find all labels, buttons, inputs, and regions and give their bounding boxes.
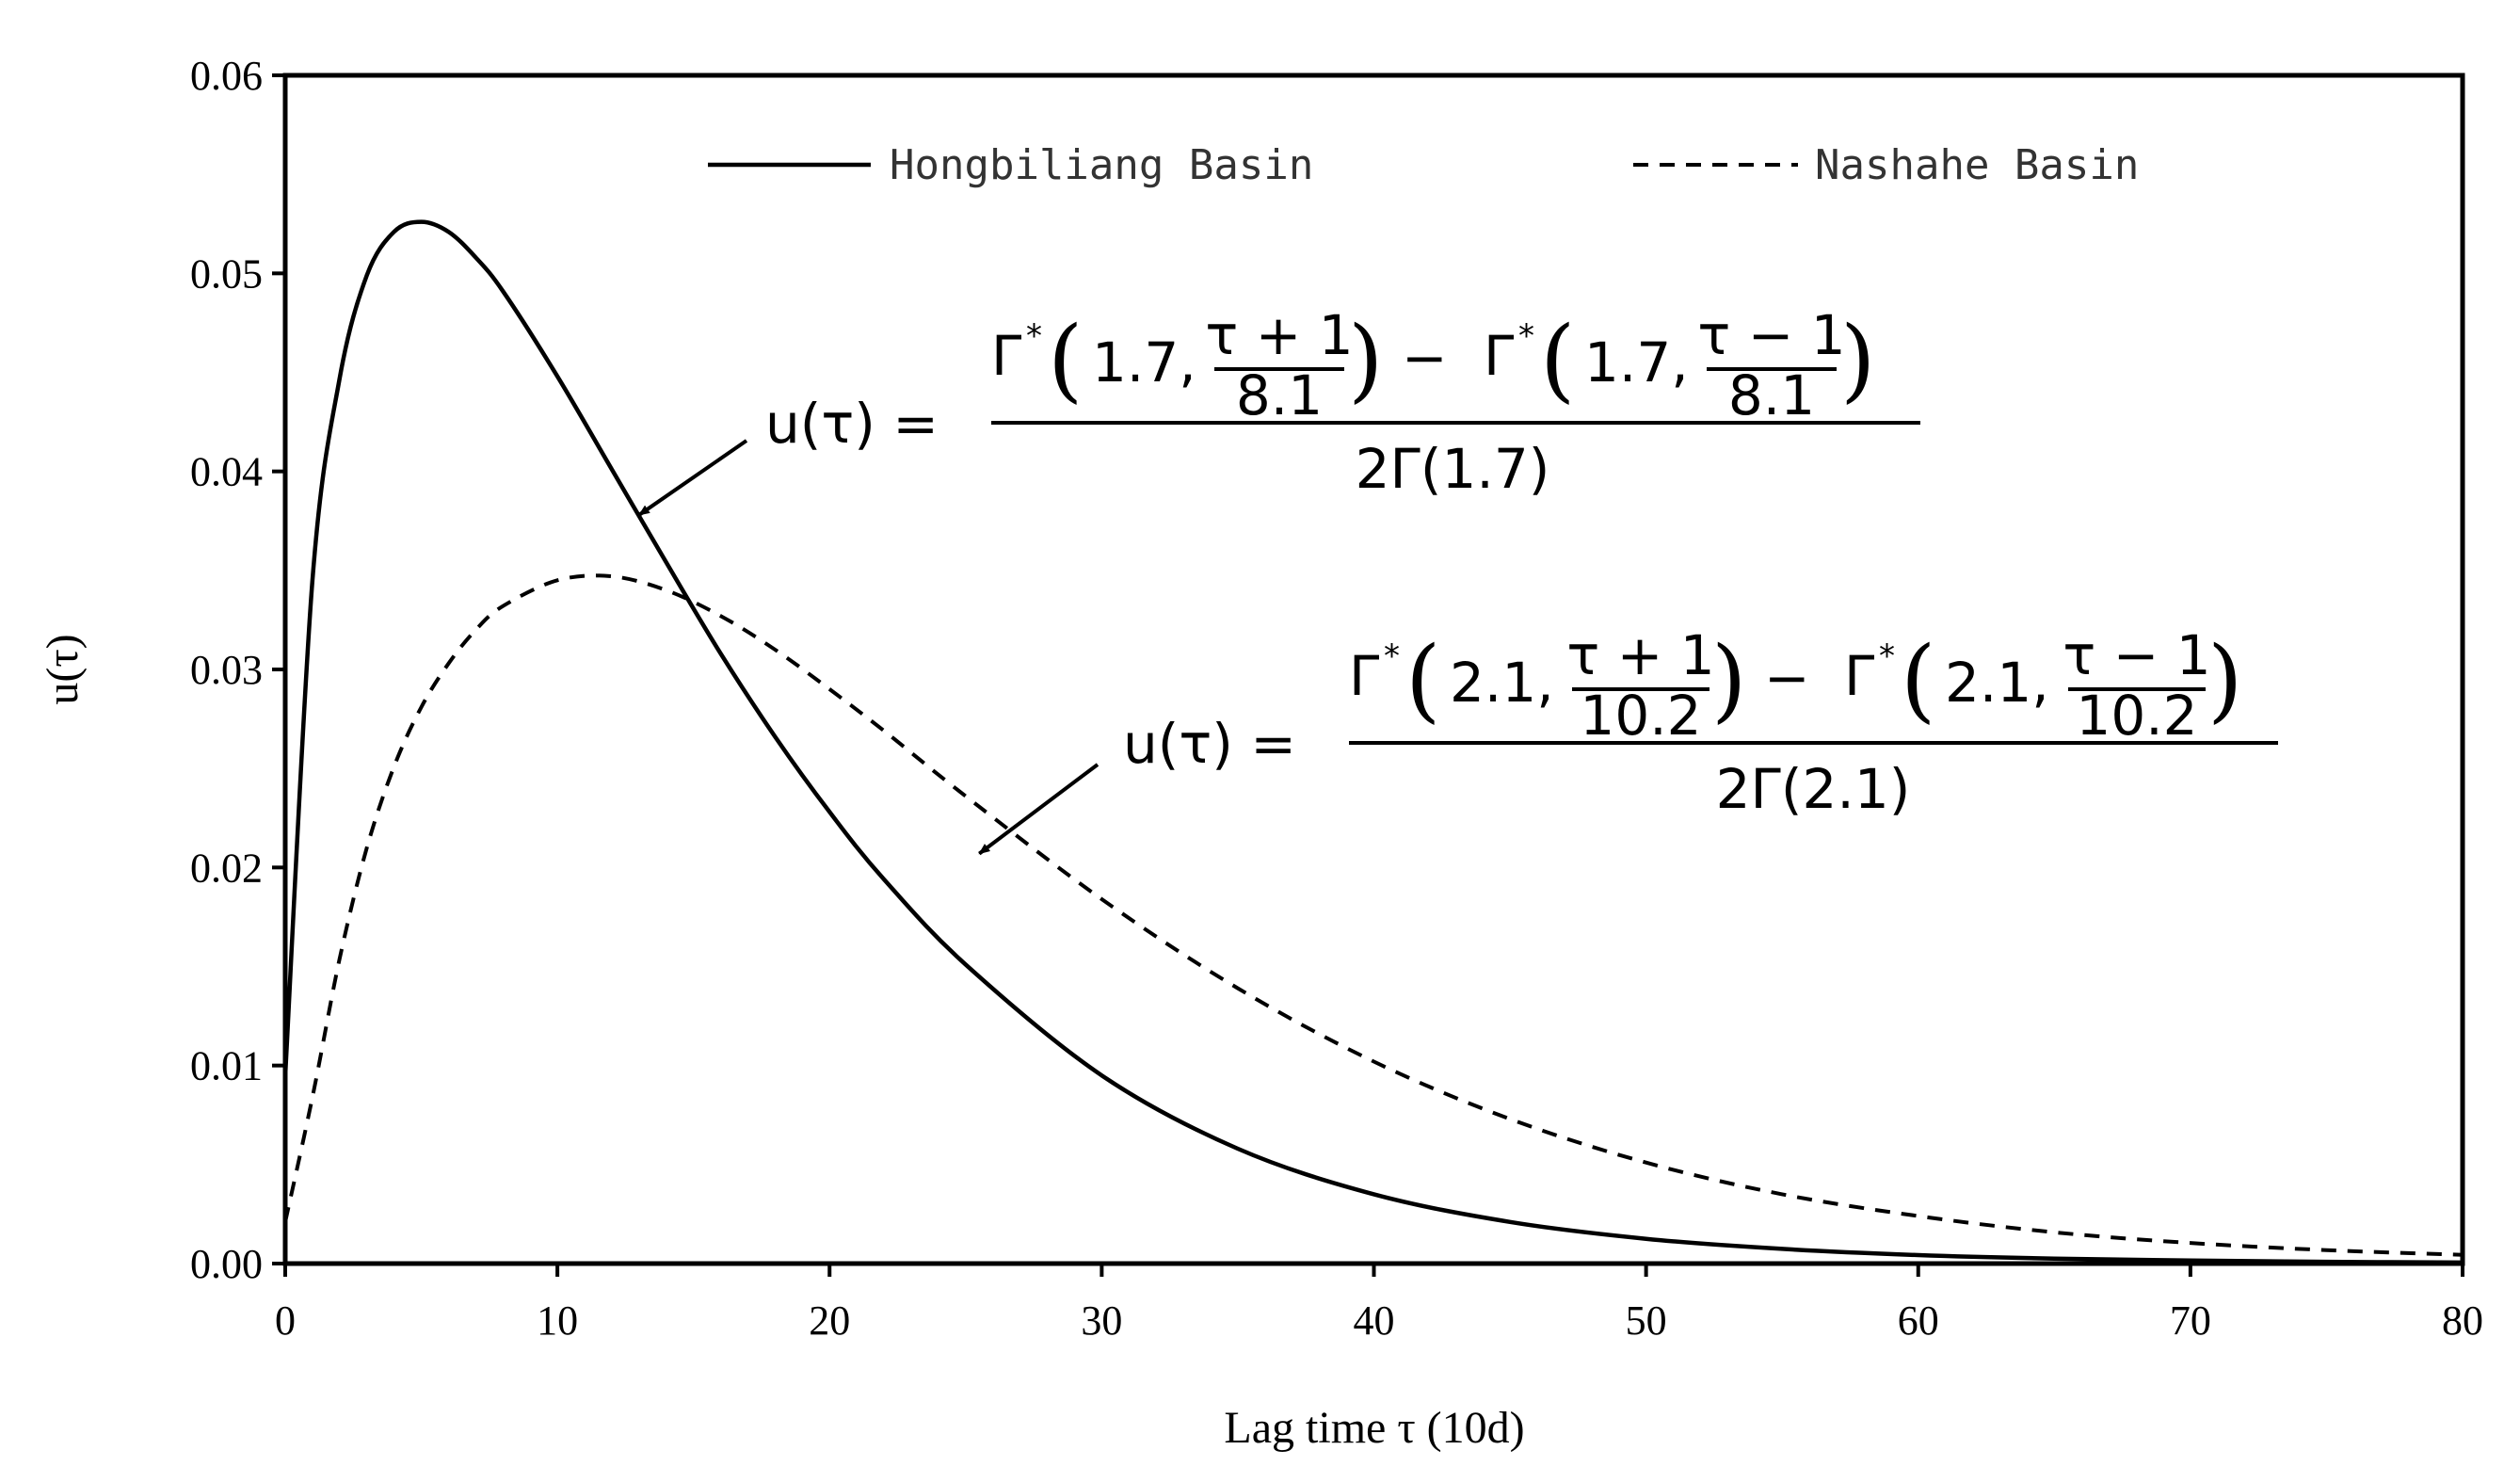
equation-annotation-hongbiliang: u(τ) = Γ * ( 1.7, τ + 1 8.1 ) − Γ * ( 1.…	[765, 303, 1920, 501]
series-line-hongbiliang	[282, 219, 2464, 1265]
equation-scale-b: 10.2	[2076, 684, 2197, 748]
equation-star-a: *	[1384, 637, 1400, 675]
x-axis-title: Lag time τ (10d)	[1224, 1403, 1524, 1453]
equation-paren-close-b: )	[1840, 307, 1875, 412]
y-tick-label: 0.04	[190, 449, 263, 495]
equation-gamma-star-b: Γ	[1484, 324, 1514, 388]
x-tick-label: 30	[1081, 1297, 1122, 1344]
equation-gamma-star-b: Γ	[1844, 644, 1874, 708]
equation-paren-open-a: (	[1405, 627, 1440, 733]
equation-star-a: *	[1026, 317, 1042, 355]
equation-paren-open-b: (	[1540, 307, 1575, 412]
equation-shape-a: 2.1,	[1450, 651, 1554, 715]
y-tick-label: 0.01	[190, 1043, 263, 1089]
equation-scale-a: 10.2	[1580, 684, 1701, 748]
equation-num-minus: τ − 1	[2063, 623, 2210, 687]
x-tick-label: 20	[809, 1297, 850, 1344]
x-tick-label: 50	[1626, 1297, 1667, 1344]
y-tick-label: 0.03	[190, 647, 263, 693]
equation-annotation-nashahe: u(τ) = Γ * ( 2.1, τ + 1 10.2 ) − Γ * ( 2…	[1123, 623, 2278, 821]
equation-paren-close-a: )	[1711, 627, 1746, 733]
x-tick-label: 70	[2170, 1297, 2211, 1344]
y-tick-label: 0.00	[190, 1241, 263, 1287]
equation-minus: −	[1402, 326, 1448, 390]
legend-label-nashahe: Nashahe Basin	[1815, 141, 2139, 189]
x-tick-label: 10	[537, 1297, 578, 1344]
y-tick-label: 0.05	[190, 250, 263, 297]
equation-lhs: u(τ) =	[765, 392, 939, 456]
equation-gamma-star-a: Γ	[991, 324, 1021, 388]
y-tick-label: 0.06	[190, 53, 263, 99]
legend: Hongbiliang Basin Nashahe Basin	[708, 141, 2139, 189]
equation-paren-open-b: (	[1901, 627, 1935, 733]
equation-star-b: *	[1879, 637, 1895, 675]
equation-lhs: u(τ) =	[1123, 712, 1296, 776]
equation-star-b: *	[1518, 317, 1534, 355]
annotation-arrow-hongbiliang	[637, 439, 748, 517]
equation-denominator: 2Γ(2.1)	[1716, 757, 1911, 821]
equation-paren-close-a: )	[1348, 307, 1383, 412]
equation-paren-close-b: )	[2207, 627, 2242, 733]
equation-minus: −	[1764, 646, 1810, 710]
x-axis: 0 10 20 30 40 50 60 70 80	[275, 1264, 2483, 1344]
series-line-nashahe	[283, 573, 2464, 1257]
annotation-arrow-nashahe	[978, 763, 1099, 856]
y-axis-title: u(τ)	[38, 634, 88, 704]
y-tick-label: 0.02	[190, 845, 263, 891]
x-tick-label: 0	[275, 1297, 296, 1344]
x-tick-label: 40	[1354, 1297, 1395, 1344]
equation-gamma-star-a: Γ	[1349, 644, 1379, 708]
equation-shape-a: 1.7,	[1092, 330, 1196, 395]
legend-label-hongbiliang: Hongbiliang Basin	[890, 141, 1313, 189]
x-tick-label: 80	[2442, 1297, 2483, 1344]
equation-paren-open-a: (	[1048, 307, 1083, 412]
equation-denominator: 2Γ(1.7)	[1356, 437, 1550, 501]
equation-scale-a: 8.1	[1236, 363, 1323, 427]
equation-num-plus: τ + 1	[1566, 623, 1714, 687]
equation-scale-b: 8.1	[1728, 363, 1815, 427]
x-tick-label: 60	[1898, 1297, 1939, 1344]
equation-shape-b: 2.1,	[1945, 651, 2049, 715]
equation-num-plus: τ + 1	[1205, 303, 1353, 367]
equation-shape-b: 1.7,	[1584, 330, 1689, 395]
equation-num-minus: τ − 1	[1697, 303, 1845, 367]
y-axis: 0.00 0.01 0.02 0.03 0.04 0.05 0.06	[190, 53, 285, 1287]
